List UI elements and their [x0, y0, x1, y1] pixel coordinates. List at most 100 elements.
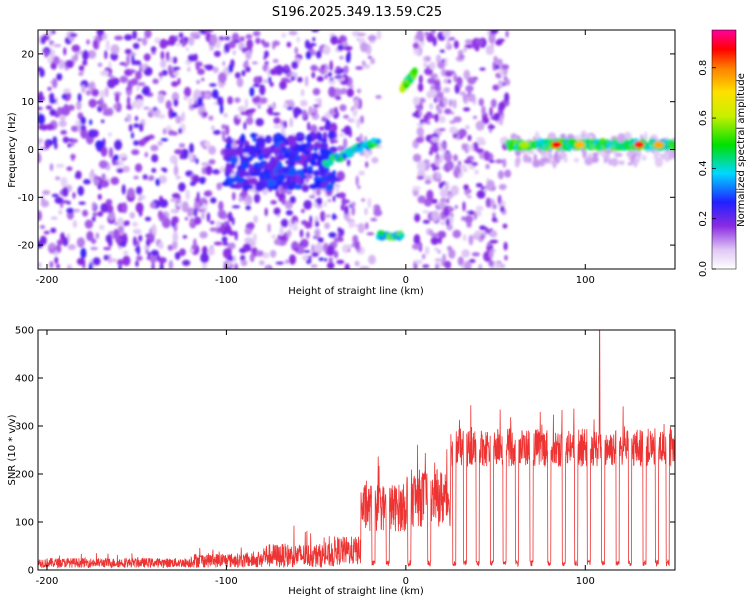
y-tick-label: 0	[28, 145, 34, 156]
heatmap-cell	[266, 67, 271, 77]
heatmap-cell	[245, 66, 251, 73]
heatmap-cell	[431, 198, 438, 204]
heatmap-cell	[185, 47, 189, 52]
heatmap-cell	[179, 154, 184, 160]
heatmap-cell	[324, 74, 328, 80]
heatmap-cell	[485, 163, 490, 170]
heatmap-cell	[101, 173, 106, 181]
heatmap-cell	[312, 88, 321, 96]
heatmap-cell	[221, 124, 227, 130]
heatmap-cell	[159, 262, 164, 269]
heatmap-cell	[270, 200, 277, 205]
heatmap-cell	[38, 142, 42, 147]
heatmap-cell	[38, 262, 42, 268]
heatmap-cell	[424, 67, 433, 76]
x-tick-label: -100	[215, 576, 238, 587]
heatmap-cell	[231, 217, 235, 226]
heatmap-cell	[296, 178, 302, 185]
heatmap-cell	[45, 105, 53, 110]
heatmap-cell	[468, 210, 475, 215]
heatmap-cell	[414, 259, 423, 265]
heatmap-cell	[155, 178, 161, 186]
heatmap-cell	[299, 108, 303, 115]
heatmap-cell	[160, 59, 167, 69]
heatmap-cell	[505, 30, 509, 38]
heatmap-cell	[39, 235, 47, 246]
heatmap-cell	[422, 219, 430, 224]
heatmap-cell	[294, 184, 303, 190]
heatmap-cell	[158, 175, 167, 184]
heatmap-cell	[279, 80, 287, 90]
heatmap-cell	[333, 250, 339, 259]
heatmap-cell	[204, 92, 211, 99]
heatmap-cell	[55, 163, 65, 168]
heatmap-cell	[38, 138, 44, 144]
heatmap-cell	[157, 93, 165, 104]
heatmap-cell	[343, 137, 348, 149]
heatmap-cell	[151, 51, 156, 55]
heatmap-cell	[364, 207, 368, 216]
heatmap-cell	[333, 238, 338, 249]
heatmap-cell	[351, 206, 356, 216]
heatmap-cell	[365, 222, 369, 230]
heatmap-cell	[343, 114, 350, 119]
heatmap-cell	[249, 87, 255, 97]
heatmap-cell	[133, 123, 140, 128]
heatmap-cell	[175, 43, 183, 47]
heatmap-cell	[499, 263, 506, 269]
heatmap-cell	[329, 60, 334, 72]
heatmap-cell	[228, 242, 236, 250]
heatmap-cell	[306, 231, 310, 239]
heatmap-cell	[95, 232, 100, 239]
heatmap-cell	[234, 97, 241, 103]
heatmap-cell	[336, 145, 345, 152]
heatmap-cell	[307, 165, 314, 171]
heatmap-cell	[375, 95, 382, 99]
heatmap-cell	[309, 215, 313, 225]
heatmap-cell	[418, 74, 423, 84]
heatmap-cell	[270, 249, 277, 258]
heatmap-cell	[159, 38, 168, 49]
heatmap-cell	[157, 114, 166, 119]
heatmap-cell	[343, 65, 349, 74]
heatmap-cell	[430, 163, 436, 168]
heatmap-cell	[291, 61, 299, 70]
heatmap-cell	[52, 136, 58, 146]
heatmap-cell	[566, 134, 575, 140]
heatmap-cell	[285, 210, 293, 216]
heatmap-cell	[132, 60, 142, 66]
heatmap-cell	[150, 144, 159, 152]
heatmap-cell	[193, 207, 198, 217]
heatmap-cell	[47, 244, 56, 248]
y-tick-label: -20	[18, 241, 34, 252]
heatmap-cell	[252, 30, 261, 37]
heatmap-cell	[286, 41, 292, 48]
heatmap-cell	[300, 89, 305, 97]
heatmap-cell	[412, 186, 421, 191]
heatmap-cell	[159, 199, 169, 208]
heatmap-cell	[453, 40, 459, 49]
heatmap-cell	[123, 250, 129, 256]
heatmap-cell	[418, 97, 426, 104]
heatmap-cell	[311, 152, 320, 159]
heatmap-cell	[223, 155, 230, 161]
heatmap-cell	[413, 234, 421, 245]
heatmap-cell	[187, 54, 195, 62]
heatmap-cell	[96, 30, 105, 37]
heatmap-cell	[87, 129, 97, 138]
heatmap-cell	[440, 91, 444, 101]
spectrogram-x-ticks: -200 -100 0 100	[36, 30, 595, 286]
heatmap-cell	[356, 118, 361, 129]
heatmap-cell	[488, 249, 494, 259]
heatmap-cell	[92, 39, 98, 50]
heatmap-cell	[201, 112, 208, 116]
heatmap-cell	[504, 169, 512, 178]
heatmap-cell	[443, 208, 450, 218]
heatmap-cell	[320, 64, 326, 69]
heatmap-cell	[454, 205, 458, 209]
heatmap-cell	[151, 262, 155, 269]
heatmap-cell	[442, 253, 446, 263]
heatmap-cell	[358, 147, 364, 154]
heatmap-cell	[209, 220, 215, 225]
